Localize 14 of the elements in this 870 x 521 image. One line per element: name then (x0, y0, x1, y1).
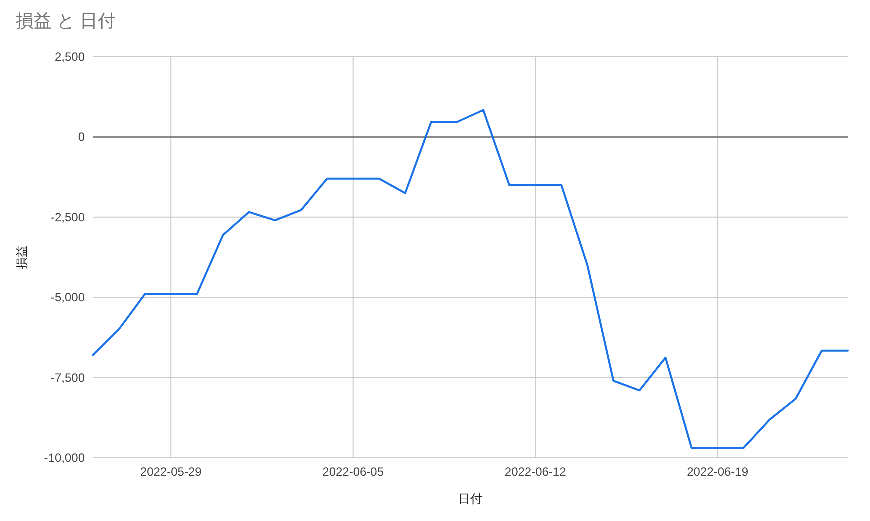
y-tick-label: -5,000 (50, 290, 86, 305)
x-tick-label: 2022-06-19 (687, 465, 749, 479)
x-tick-label: 2022-05-29 (140, 465, 202, 479)
y-tick-label: 2,500 (54, 50, 86, 64)
x-tick-label: 2022-06-12 (504, 465, 567, 479)
y-tick-label: -7,500 (50, 370, 86, 385)
x-axis-title: 日付 (458, 492, 482, 506)
y-tick-label: -10,000 (44, 451, 86, 465)
x-tick-label: 2022-06-05 (322, 465, 384, 479)
chart-title: 損益 と 日付 (16, 11, 116, 31)
y-axis-title: 損益 (15, 246, 29, 270)
y-tick-label: -2,500 (50, 210, 86, 224)
line-series (92, 109, 849, 450)
y-tick-label: 0 (78, 130, 86, 144)
